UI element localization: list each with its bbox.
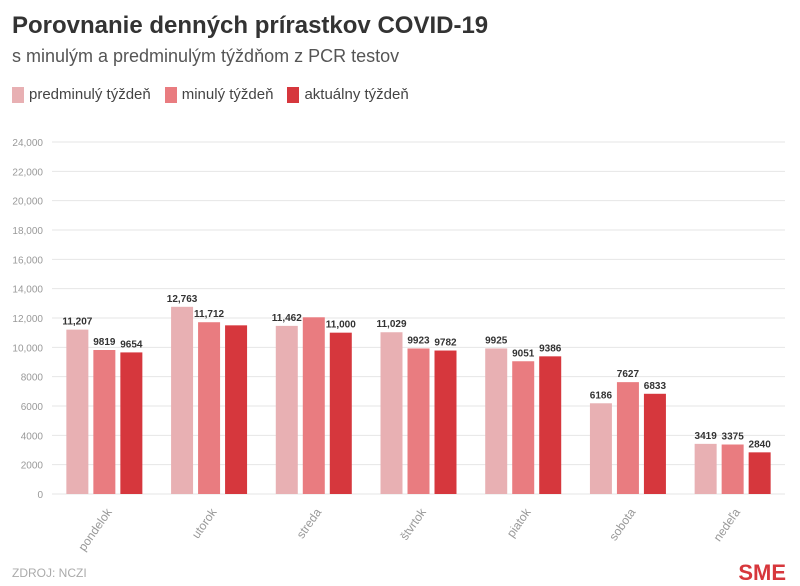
x-tick-label: utorok [189,505,220,541]
legend-label: aktuálny týždeň [304,86,409,103]
y-tick-label: 22,000 [12,167,43,178]
bar-nedeľa [694,443,717,494]
bar-piatok [539,356,562,494]
bar-pondelok [120,352,143,494]
data-label: 11,000 [326,320,356,331]
data-label: 3375 [722,432,745,443]
x-tick-label: štvrtok [397,505,429,543]
x-tick-label: piatok [504,505,534,540]
y-tick-label: 6000 [21,402,44,413]
x-tick-label: sobota [606,505,638,543]
y-tick-label: 20,000 [12,197,43,208]
bar-pondelok [66,329,89,494]
legend-item: predminulý týždeň [12,86,151,103]
data-label: 11,029 [376,319,406,330]
data-label: 6833 [644,381,667,392]
bar-streda [329,332,352,494]
bar-sobota [616,382,639,494]
data-label: 9654 [120,339,143,350]
x-tick-label: pondelok [75,505,115,554]
legend: predminulý týždeň minulý týždeň aktuálny… [12,86,409,103]
data-label: 3419 [695,431,718,442]
source-note: ZDROJ: NCZI [12,566,87,580]
bar-sobota [643,393,666,494]
y-tick-label: 24,000 [12,138,43,149]
legend-label: predminulý týždeň [29,86,151,103]
bar-utorok [225,325,248,494]
y-tick-label: 18,000 [12,226,43,237]
bar-nedeľa [748,452,771,494]
data-label: 9782 [434,338,457,349]
sme-logo: SME [738,560,786,585]
legend-swatch [12,86,24,103]
legend-swatch [287,86,300,103]
bar-nedeľa [721,444,744,494]
legend-label: minulý týždeň [181,86,274,103]
bar-sobota [589,403,612,494]
chart-title: Porovnanie denných prírastkov COVID-19 [12,12,489,39]
bar-utorok [198,322,221,494]
y-tick-label: 4000 [21,431,44,442]
bar-piatok [485,348,508,494]
bar-streda [302,317,325,494]
y-tick-label: 12,000 [12,314,43,325]
data-label: 7627 [617,369,640,380]
bar-štvrtok [434,350,457,494]
bar-piatok [512,361,535,494]
data-label: 9925 [485,335,508,346]
legend-swatch [164,86,177,103]
y-tick-label: 14,000 [12,285,43,296]
data-label: 11,712 [194,309,224,320]
data-label: 11,462 [272,313,302,324]
data-label: 9819 [93,337,116,348]
chart-subtitle: s minulým a predminulým týždňom z PCR te… [12,46,400,66]
legend-item: aktuálny týždeň [287,86,409,103]
bar-štvrtok [407,348,430,494]
data-label: 11,207 [62,317,92,328]
data-label: 6186 [590,390,613,401]
data-label: 9923 [407,335,430,346]
data-label: 9386 [539,343,562,354]
y-tick-label: 2000 [21,461,44,472]
bar-streda [275,325,298,494]
bar-štvrtok [380,332,403,494]
legend-item: minulý týždeň [164,86,274,103]
y-tick-label: 10,000 [12,343,43,354]
y-tick-label: 0 [37,490,43,501]
data-label: 2840 [749,439,772,450]
bar-pondelok [93,349,116,494]
y-tick-label: 8000 [21,373,44,384]
data-label: 12,763 [167,294,198,305]
x-tick-label: streda [294,505,325,541]
y-tick-label: 16,000 [12,255,43,266]
data-label: 9051 [512,348,535,359]
x-tick-label: nedeľa [710,505,743,543]
bar-utorok [171,306,194,494]
